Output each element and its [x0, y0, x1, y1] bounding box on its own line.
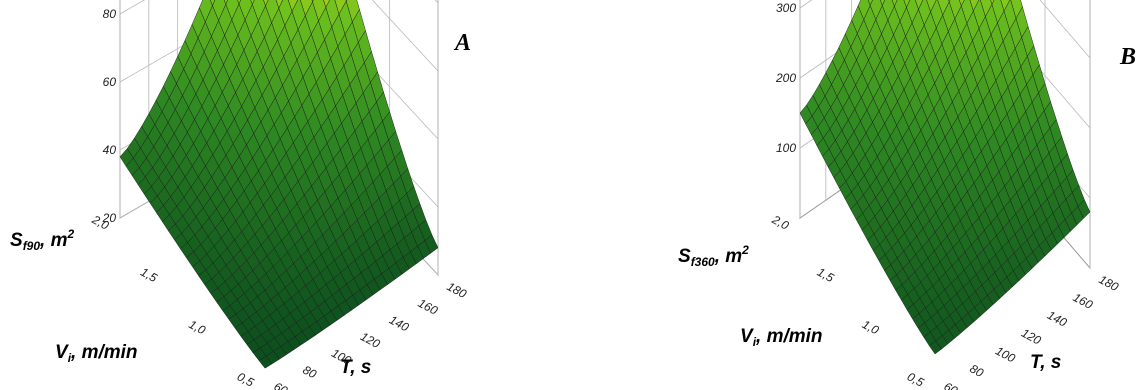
- z-tick-label: 300: [776, 1, 796, 15]
- surface-cell: [250, 0, 255, 6]
- z-tick-label: 60: [103, 75, 117, 89]
- v-tick-label: 1,0: [187, 317, 209, 337]
- t-axis-title: T, s: [1030, 352, 1061, 373]
- t-tick-label: 140: [1045, 308, 1070, 330]
- z-axis-title: Sf360, m2: [678, 243, 749, 269]
- surface-cell: [990, 0, 995, 5]
- surface-cell: [867, 0, 873, 7]
- surface-cell: [929, 340, 942, 355]
- surface-cell: [879, 0, 886, 7]
- z-tick-label: 20: [102, 211, 117, 225]
- t-tick-label: 80: [300, 363, 319, 382]
- t-axis-title: T, s: [340, 357, 371, 378]
- v-tick-label: 2,0: [769, 212, 791, 233]
- surface-cell: [323, 0, 331, 9]
- t-tick-label: 120: [358, 329, 383, 351]
- v-tick-label: 1,0: [860, 317, 882, 337]
- t-tick-label: 80: [967, 361, 986, 380]
- z-axis-title: Sf90, m2: [10, 227, 74, 253]
- t-tick-label: 160: [1071, 290, 1096, 312]
- v-axis-title: Vi, m/min: [740, 326, 823, 349]
- t-tick-label: 180: [445, 279, 470, 301]
- t-tick-label: 100: [993, 344, 1018, 366]
- z-tick-label: 200: [775, 71, 796, 85]
- v-axis-title: Vi, m/min: [55, 342, 138, 365]
- t-tick-label: 160: [416, 296, 441, 318]
- surface-cell: [237, 0, 242, 5]
- surface-cell: [959, 0, 965, 7]
- z-tick-label: 40: [103, 143, 117, 157]
- surface-cell: [209, 0, 216, 7]
- z-tick-label: 80: [103, 7, 117, 21]
- t-tick-label: 140: [387, 313, 412, 335]
- panel-label: B: [1119, 44, 1136, 70]
- surface: [119, 0, 439, 369]
- v-tick-label: 0,5: [905, 369, 927, 389]
- surface-panel-B: 1002003004005000,51,01,52,06080100120140…: [678, 0, 1136, 390]
- surface-cell: [891, 0, 898, 7]
- surface-cell: [275, 0, 284, 9]
- surface-panel-A: 204060801001200,51,01,52,060801001201401…: [10, 0, 471, 390]
- v-tick-label: 1,5: [815, 265, 837, 285]
- surface-cell: [903, 0, 911, 9]
- panel-label: A: [453, 30, 471, 56]
- t-tick-label: 120: [1019, 326, 1044, 348]
- v-tick-label: 1,5: [138, 265, 160, 285]
- surface-cell: [258, 355, 273, 369]
- t-tick-label: 180: [1097, 272, 1122, 294]
- t-tick-label: 60: [942, 379, 961, 390]
- surface-cell: [223, 0, 228, 5]
- v-tick-label: 0,5: [235, 369, 257, 389]
- surface: [799, 0, 1091, 355]
- t-tick-label: 60: [272, 379, 291, 390]
- z-tick-label: 100: [776, 141, 796, 155]
- surface-cell: [263, 0, 269, 7]
